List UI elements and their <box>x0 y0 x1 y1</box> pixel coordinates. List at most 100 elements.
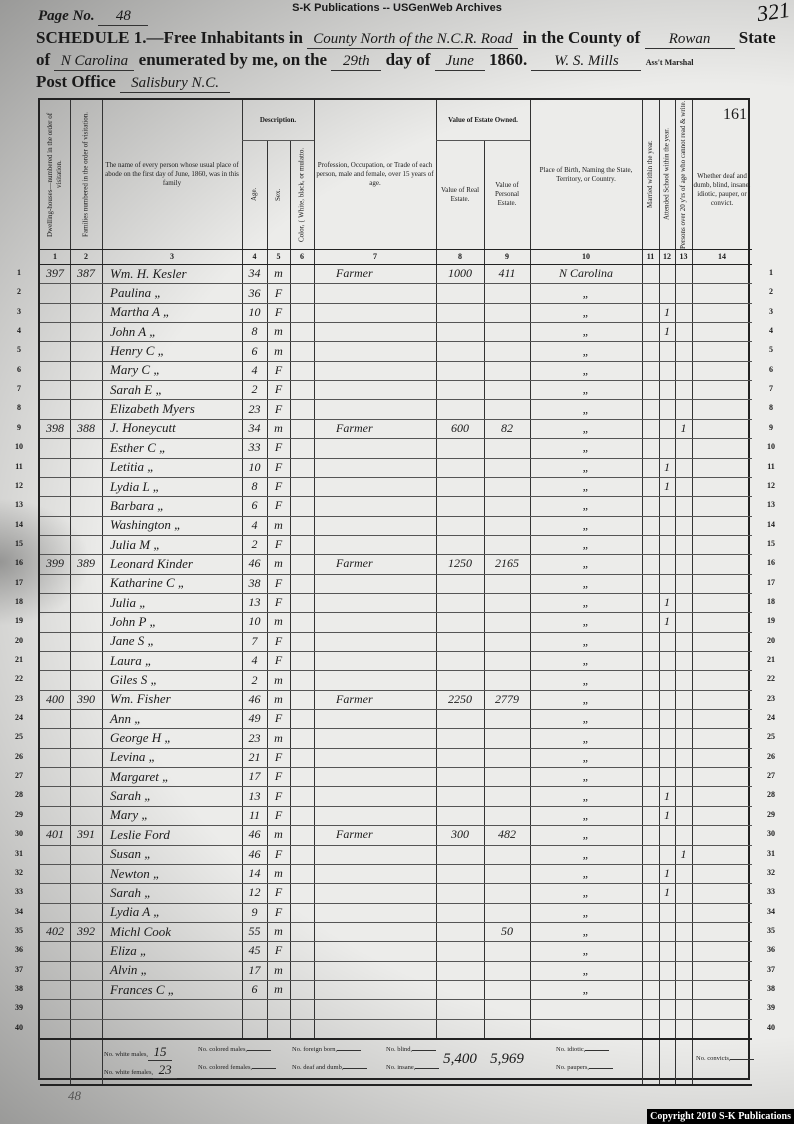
cell-real-estate <box>438 361 482 380</box>
cell-school <box>661 767 673 786</box>
row-divider <box>40 709 752 711</box>
column-header-4: Age. <box>250 187 258 202</box>
cell-cannot-read <box>677 690 690 709</box>
cell-name: Esther C „ <box>110 439 167 455</box>
deaf-dumb-label: No. deaf and dumb, <box>292 1064 344 1071</box>
cell-personal-estate: 2779 <box>495 691 519 706</box>
cell-cannot-read <box>677 554 690 573</box>
cell-condition <box>694 535 750 554</box>
cell-school <box>661 999 673 1018</box>
cell-age: 34 <box>248 420 261 435</box>
row-number: 16 <box>767 558 775 568</box>
row-divider <box>40 1018 752 1020</box>
cell-color <box>292 264 312 283</box>
cell-family <box>72 903 100 922</box>
column-number: 5 <box>276 252 281 261</box>
cell-real-estate <box>438 380 482 399</box>
cell-real-estate <box>438 883 482 902</box>
page-label: Page No. <box>38 8 95 24</box>
insane-label: No. insane, <box>386 1064 416 1071</box>
cell-married <box>644 458 657 477</box>
cell-cannot-read <box>677 670 690 689</box>
cell-birthplace: „ <box>582 730 590 745</box>
cell-married <box>644 535 657 554</box>
cell-condition <box>694 419 750 438</box>
cell-school <box>661 283 673 302</box>
cell-cannot-read <box>677 612 690 631</box>
column-header-1: Dwelling-houses—numbered in the order of… <box>46 112 63 237</box>
margin-note: 48 <box>68 1088 81 1103</box>
cell-real-estate <box>438 477 482 496</box>
cell-family: 389 <box>77 556 95 571</box>
cell-occupation <box>316 535 434 554</box>
row-divider <box>40 921 752 923</box>
cell-age: 11 <box>248 807 261 822</box>
cell-married <box>644 341 657 360</box>
cell-occupation <box>316 458 434 477</box>
cell-dwelling <box>42 883 68 902</box>
cell-family <box>72 845 100 864</box>
cell-name: Letitia „ <box>110 459 155 475</box>
cell-family <box>72 806 100 825</box>
paupers-label: No. paupers, <box>556 1064 590 1071</box>
row-number: 4 <box>769 326 773 336</box>
cell-real-estate <box>438 670 482 689</box>
column-header-5: Sex. <box>274 188 282 201</box>
cell-age: 23 <box>248 401 261 416</box>
row-number: 12 <box>15 480 23 490</box>
row-divider <box>40 573 752 575</box>
cell-dwelling: 399 <box>46 556 64 571</box>
publisher-banner: S-K Publications -- USGenWeb Archives <box>292 2 502 14</box>
cell-name: Newton „ <box>110 865 161 881</box>
row-number: 40 <box>15 1022 23 1032</box>
cell-real-estate <box>438 632 482 651</box>
row-divider <box>40 612 752 614</box>
cell-real-estate <box>438 612 482 631</box>
cell-occupation <box>316 748 434 767</box>
cell-sex: m <box>274 730 283 745</box>
cell-color <box>292 380 312 399</box>
cell-condition <box>694 283 750 302</box>
cell-family: 390 <box>77 691 95 706</box>
cell-family <box>72 283 100 302</box>
cell-occupation <box>316 380 434 399</box>
cell-age: 4 <box>251 653 258 668</box>
cell-family <box>72 961 100 980</box>
row-number: 30 <box>15 829 23 839</box>
cell-school <box>661 961 673 980</box>
cell-family <box>72 399 100 418</box>
cell-color <box>292 303 312 322</box>
row-number: 17 <box>767 577 775 587</box>
cell-condition <box>694 786 750 805</box>
column-number: 14 <box>718 252 726 261</box>
cell-school <box>661 632 673 651</box>
cell-personal-estate <box>486 496 528 515</box>
state-label: State <box>738 28 776 47</box>
cell-birthplace: „ <box>582 517 590 532</box>
cell-name: Paulina „ <box>110 285 162 301</box>
column-divider <box>267 140 268 1038</box>
row-number: 8 <box>17 403 21 413</box>
cell-real-estate <box>438 303 482 322</box>
row-number: 17 <box>15 577 23 587</box>
cell-dwelling <box>42 767 68 786</box>
total-real-estate: 5,400 <box>443 1050 477 1067</box>
cell-cannot-read <box>677 593 690 612</box>
day-of-label: day of <box>385 50 431 69</box>
cell-name: Eliza „ <box>110 942 148 958</box>
cell-married <box>644 477 657 496</box>
cell-family <box>72 786 100 805</box>
cell-dwelling <box>42 361 68 380</box>
row-number: 25 <box>15 732 23 742</box>
cell-married <box>644 922 657 941</box>
cell-real-estate <box>438 786 482 805</box>
cell-sex: m <box>274 982 283 997</box>
cell-condition <box>694 438 750 457</box>
cell-dwelling <box>42 341 68 360</box>
cell-real-estate <box>438 922 482 941</box>
cell-sex: F <box>274 788 283 803</box>
cell-name: Elizabeth Myers <box>110 401 195 417</box>
census-table: Dwelling-houses—numbered in the order of… <box>38 98 755 1086</box>
cell-school <box>661 922 673 941</box>
row-number: 6 <box>17 364 21 374</box>
